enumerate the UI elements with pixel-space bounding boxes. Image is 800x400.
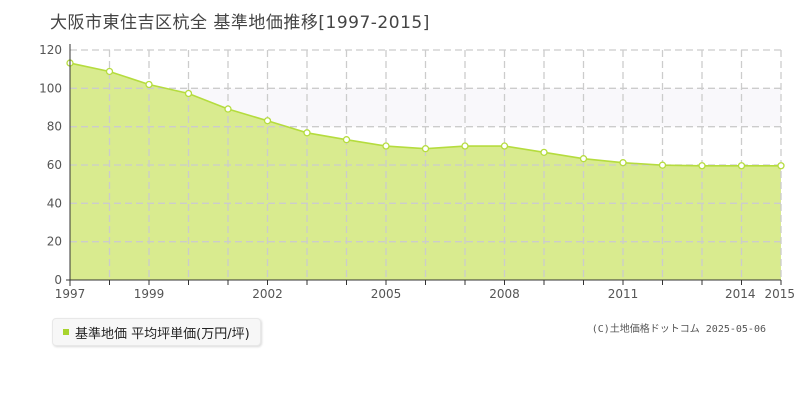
chart-plot: 0 20 40 60 80 100 120 1997 1999 2002 2005 2008 2011 2… <box>39 43 795 301</box>
data-point <box>303 129 311 137</box>
data-point <box>263 117 272 125</box>
data-point <box>382 142 390 150</box>
data-point <box>145 80 153 89</box>
credit-text: (C)土地価格ドットコム 2025-05-06 <box>591 324 766 335</box>
data-point <box>500 142 509 150</box>
x-tick-label: 2011 <box>608 287 639 301</box>
data-point <box>342 136 351 144</box>
data-point <box>619 159 627 167</box>
x-tick-label: 2014 <box>725 287 756 301</box>
data-point <box>777 162 785 170</box>
x-tick-label: 1997 <box>55 287 86 301</box>
data-point <box>540 148 548 157</box>
legend-label: 基準地価 平均坪単価(万円/坪) <box>75 326 250 342</box>
data-point <box>224 105 232 113</box>
legend-marker-icon <box>63 329 69 335</box>
y-tick-label: 60 <box>47 158 62 172</box>
x-tick-label: 1999 <box>134 287 165 301</box>
data-point <box>421 145 430 153</box>
data-point <box>461 142 469 150</box>
x-tick-label: 2008 <box>489 287 520 301</box>
y-tick-label: 20 <box>47 235 62 249</box>
x-tick-label: 2005 <box>371 287 402 301</box>
data-point <box>184 89 193 98</box>
data-point <box>579 155 588 163</box>
y-tick-label: 80 <box>47 120 62 134</box>
data-point <box>698 162 706 170</box>
data-point <box>737 162 746 170</box>
x-tick-label: 2015 <box>764 287 795 301</box>
legend: 基準地価 平均坪単価(万円/坪) <box>52 318 261 346</box>
y-tick-label: 0 <box>54 273 62 287</box>
chart-title: 大阪市東住吉区杭全 基準地価推移[1997-2015] <box>50 13 430 33</box>
y-tick-label: 120 <box>39 43 62 57</box>
data-point <box>105 67 114 76</box>
y-tick-label: 40 <box>47 196 62 210</box>
y-tick-label: 100 <box>39 81 62 95</box>
data-point <box>658 161 667 169</box>
x-tick-label: 2002 <box>252 287 283 301</box>
